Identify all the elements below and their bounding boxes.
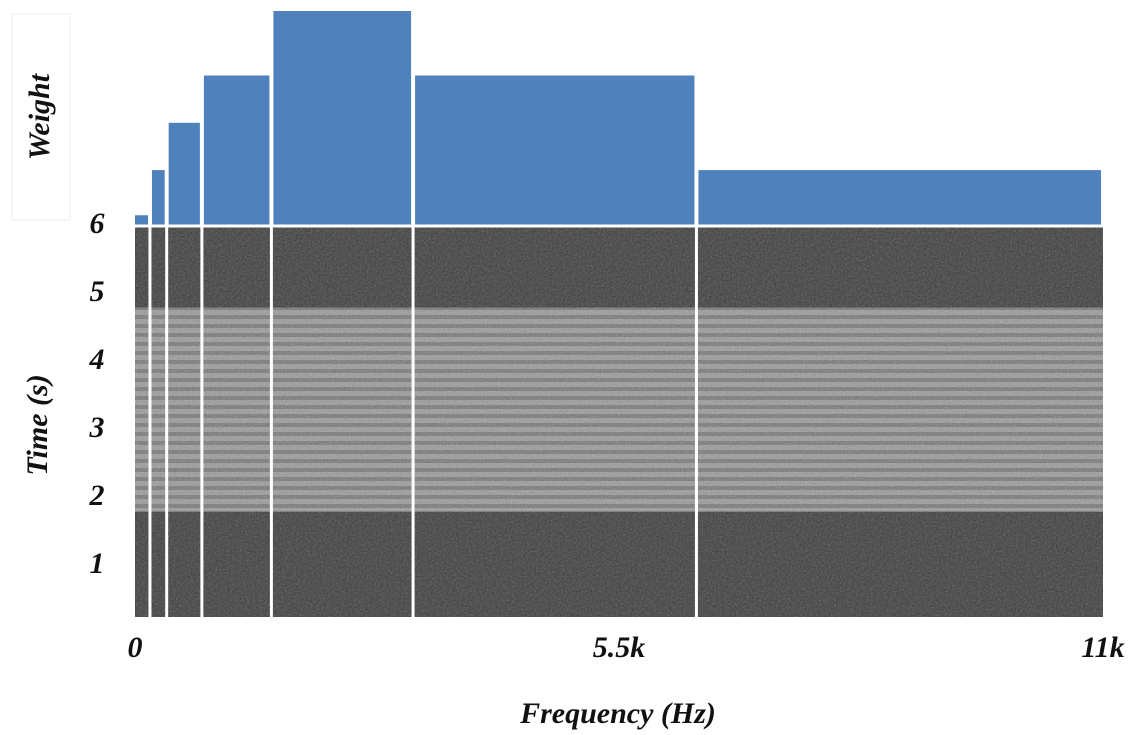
- y-tick-label: 5: [90, 275, 105, 308]
- x-tick-label: 11k: [1081, 631, 1124, 664]
- bar: [204, 76, 270, 227]
- y-tick-label: 1: [90, 547, 105, 580]
- y-tick-label: 3: [89, 411, 105, 444]
- plot-area: 1 2 3 4 5 6 0 5.5k 11k: [89, 11, 1125, 664]
- bar: [152, 170, 165, 226]
- bar: [135, 215, 148, 226]
- y-axis-label: Time (s): [21, 374, 54, 475]
- bar: [169, 123, 200, 226]
- y-tick-label: 4: [89, 343, 105, 376]
- y-tick-label: 6: [90, 207, 105, 240]
- chart: Weight Time (s) Frequency (Hz) 1 2 3 4 5 6 0 5.…: [0, 0, 1141, 735]
- x-tick-label: 0: [128, 631, 143, 664]
- x-tick-label: 5.5k: [593, 631, 646, 664]
- bar: [415, 76, 694, 227]
- bar: [273, 11, 411, 226]
- bar: [698, 170, 1101, 226]
- y-tick-label: 2: [89, 479, 105, 512]
- y-axis-label: Weight: [23, 72, 56, 160]
- x-axis-label: Frequency (Hz): [519, 697, 716, 730]
- noise: [135, 226, 1103, 617]
